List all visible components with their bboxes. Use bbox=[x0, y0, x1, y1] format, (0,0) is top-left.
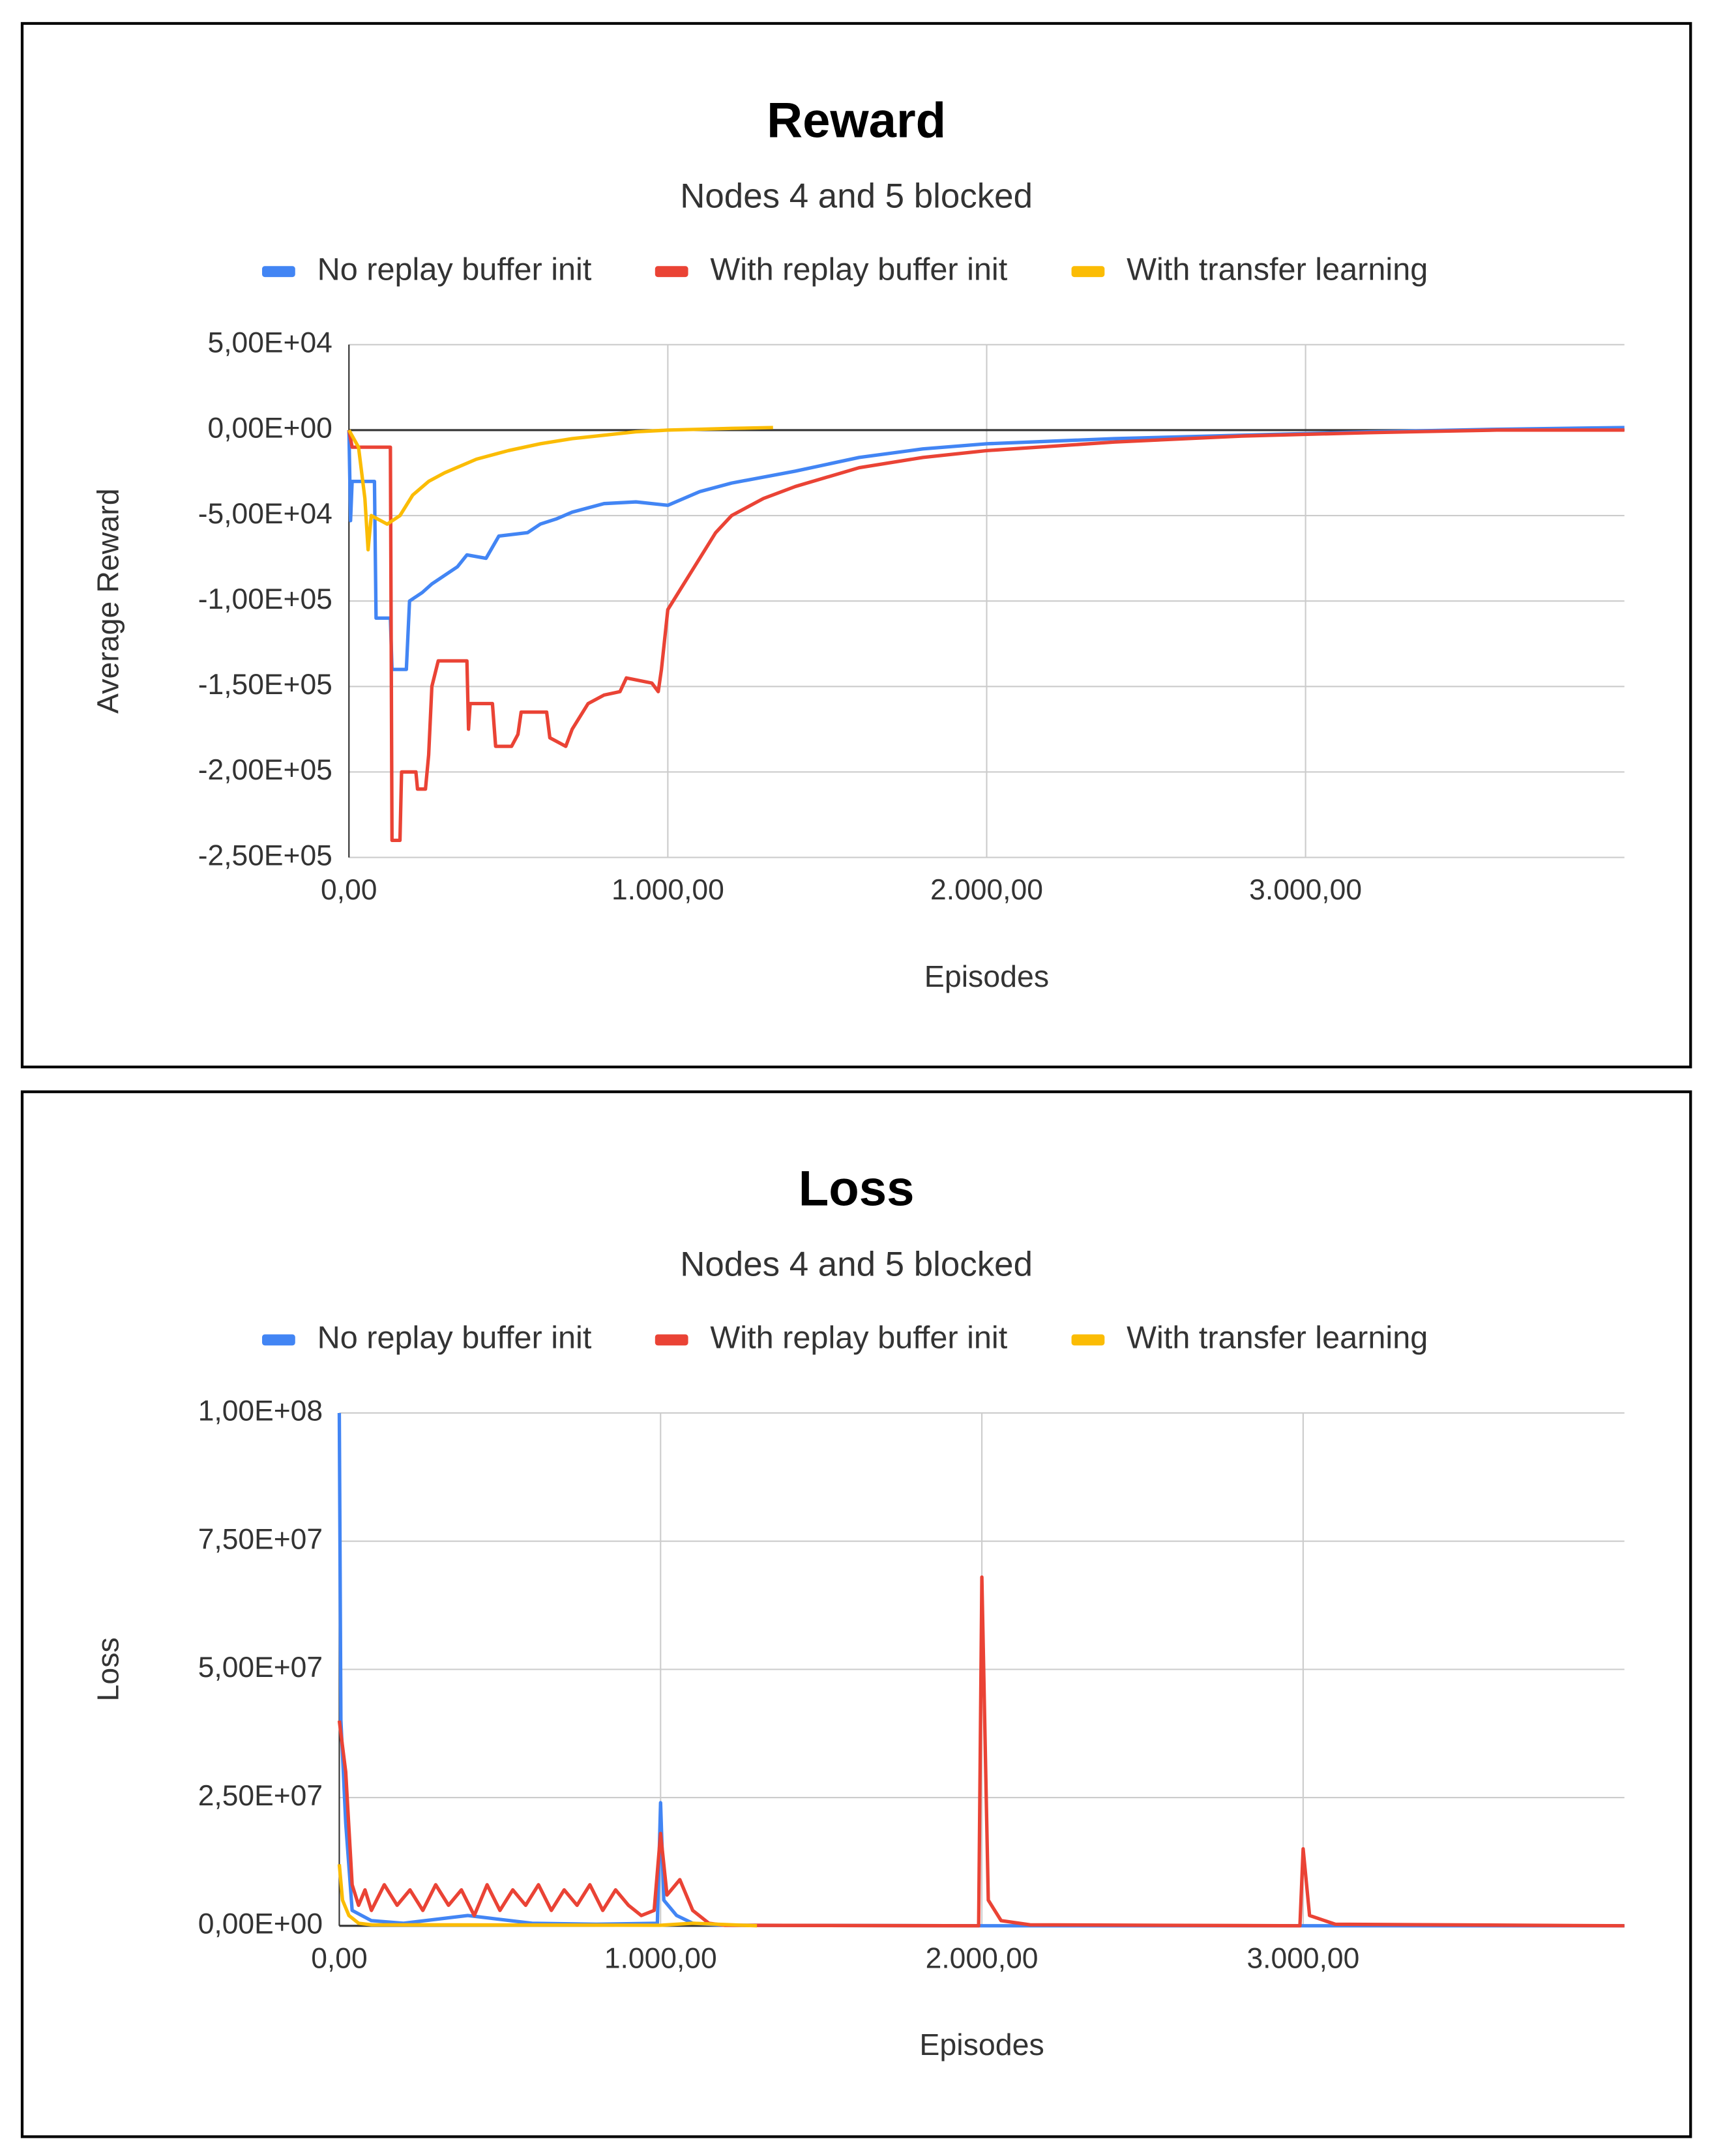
x-axis-label: Episodes bbox=[919, 2028, 1044, 2061]
legend-swatch bbox=[262, 1334, 295, 1346]
x-axis-label: Episodes bbox=[924, 959, 1049, 993]
legend-label: No replay buffer init bbox=[317, 252, 592, 287]
series-line bbox=[347, 428, 1625, 843]
y-tick-label: -1,50E+05 bbox=[198, 669, 332, 701]
legend-label: With transfer learning bbox=[1127, 1320, 1428, 1356]
y-tick-label: 0,00E+00 bbox=[208, 413, 332, 444]
legend-label: With replay buffer init bbox=[710, 1320, 1007, 1356]
y-tick-label: -1,00E+05 bbox=[198, 583, 332, 615]
chart-frame bbox=[20, 1090, 1692, 2138]
legend-label: No replay buffer init bbox=[317, 1320, 592, 1356]
y-tick-label: 0,00E+00 bbox=[198, 1908, 323, 1940]
x-tick-label: 1.000,00 bbox=[604, 1942, 717, 1974]
y-tick-label: -2,50E+05 bbox=[198, 839, 332, 871]
y-tick-label: 1,00E+08 bbox=[198, 1395, 323, 1427]
x-tick-label: 2.000,00 bbox=[930, 874, 1043, 906]
x-tick-label: 1.000,00 bbox=[612, 874, 724, 906]
chart-frame bbox=[20, 22, 1692, 1069]
legend-label: With replay buffer init bbox=[710, 252, 1007, 287]
legend-swatch bbox=[1071, 266, 1105, 278]
legend-swatch bbox=[655, 266, 688, 278]
y-axis-label: Average Reward bbox=[91, 488, 125, 714]
legend-swatch bbox=[1071, 1334, 1105, 1346]
series-line bbox=[347, 426, 773, 552]
legend-swatch bbox=[262, 266, 295, 278]
x-tick-label: 3.000,00 bbox=[1249, 874, 1362, 906]
chart-subtitle: Nodes 4 and 5 blocked bbox=[680, 177, 1033, 216]
x-tick-label: 0,00 bbox=[321, 874, 377, 906]
y-tick-label: -2,00E+05 bbox=[198, 754, 332, 786]
chart-subtitle: Nodes 4 and 5 blocked bbox=[680, 1246, 1033, 1284]
y-axis-label: Loss bbox=[91, 1637, 125, 1701]
chart-title: Loss bbox=[799, 1161, 915, 1217]
x-tick-label: 0,00 bbox=[311, 1942, 367, 1974]
y-tick-label: 7,50E+07 bbox=[198, 1523, 323, 1555]
x-tick-label: 3.000,00 bbox=[1246, 1942, 1359, 1974]
legend-label: With transfer learning bbox=[1127, 252, 1428, 287]
y-tick-label: 5,00E+04 bbox=[208, 327, 332, 359]
series-line bbox=[337, 1575, 1625, 1928]
chart-title: Reward bbox=[767, 93, 946, 148]
legend-swatch bbox=[655, 1334, 688, 1346]
y-tick-label: 5,00E+07 bbox=[198, 1652, 323, 1683]
series-line bbox=[337, 1864, 758, 1928]
y-tick-label: -5,00E+04 bbox=[198, 498, 332, 530]
y-tick-label: 2,50E+07 bbox=[198, 1780, 323, 1812]
x-tick-label: 2.000,00 bbox=[926, 1942, 1039, 1974]
